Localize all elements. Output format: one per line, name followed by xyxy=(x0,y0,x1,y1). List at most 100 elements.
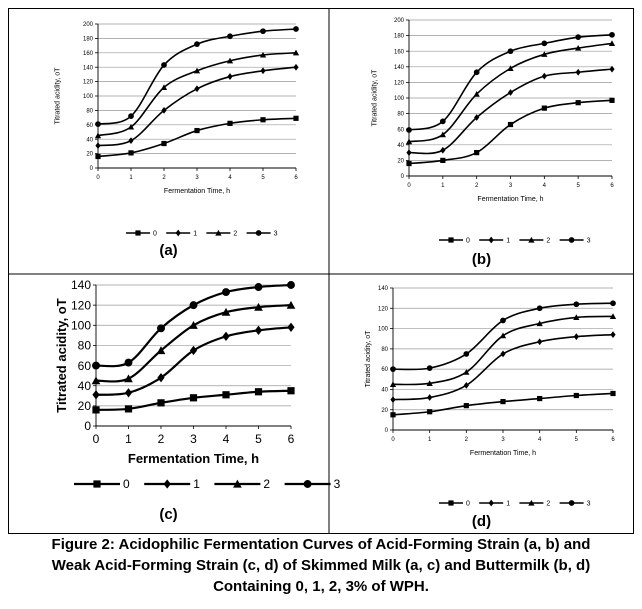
x-tick-label: 3 xyxy=(190,432,197,446)
legend-marker-3 xyxy=(568,500,575,506)
y-tick-label: 40 xyxy=(86,137,93,143)
legend-label-1: 1 xyxy=(193,477,200,491)
legend-label-0: 0 xyxy=(466,500,470,507)
legend-marker-3 xyxy=(255,230,262,236)
legend-label-0: 0 xyxy=(466,237,470,244)
legend-marker-2 xyxy=(528,236,535,243)
data-point-3 xyxy=(92,361,100,370)
legend-label-2: 2 xyxy=(263,477,270,491)
x-tick-label: 6 xyxy=(288,432,295,446)
legend-label-1: 1 xyxy=(506,500,510,507)
data-point-3 xyxy=(610,300,616,307)
x-tick-label: 0 xyxy=(407,183,411,189)
y-tick-label: 60 xyxy=(78,359,92,373)
y-tick-label: 120 xyxy=(83,80,94,86)
data-point-2 xyxy=(536,320,543,327)
data-point-0 xyxy=(194,127,200,134)
data-point-3 xyxy=(439,118,446,125)
data-point-0 xyxy=(254,388,263,396)
data-point-1 xyxy=(440,146,446,154)
panel-label: (a) xyxy=(159,242,177,259)
data-point-3 xyxy=(293,26,299,32)
data-point-3 xyxy=(463,351,470,357)
x-tick-label: 4 xyxy=(543,183,547,189)
x-tick-label: 3 xyxy=(509,183,513,189)
data-point-3 xyxy=(194,41,200,48)
legend-marker-2 xyxy=(233,479,242,488)
data-point-2 xyxy=(541,51,548,57)
data-point-1 xyxy=(507,89,514,96)
data-point-0 xyxy=(537,395,543,402)
y-tick-label: 140 xyxy=(378,286,389,292)
data-point-3 xyxy=(541,40,548,47)
y-tick-label: 20 xyxy=(381,408,388,414)
data-point-2 xyxy=(124,374,133,383)
x-tick-label: 5 xyxy=(255,432,262,446)
data-point-1 xyxy=(189,345,198,356)
y-tick-label: 120 xyxy=(378,306,389,312)
data-point-0 xyxy=(287,387,295,395)
data-point-1 xyxy=(537,338,543,346)
y-tick-label: 80 xyxy=(86,109,93,115)
data-point-2 xyxy=(389,381,397,387)
y-tick-label: 200 xyxy=(83,22,94,28)
data-point-0 xyxy=(124,405,133,413)
data-point-3 xyxy=(227,33,233,40)
data-point-2 xyxy=(91,376,101,385)
legend-marker-0 xyxy=(135,230,141,236)
legend-label-3: 3 xyxy=(274,230,278,237)
y-tick-label: 120 xyxy=(394,81,405,87)
data-point-0 xyxy=(440,157,446,163)
x-tick-label: 0 xyxy=(93,432,100,446)
data-point-2 xyxy=(193,67,201,74)
data-point-1 xyxy=(500,350,506,358)
data-point-3 xyxy=(500,317,506,324)
data-point-2 xyxy=(608,40,616,46)
data-point-1 xyxy=(124,388,133,398)
data-point-0 xyxy=(500,399,506,405)
data-point-0 xyxy=(92,406,100,414)
series-line-2 xyxy=(97,52,297,137)
legend-marker-3 xyxy=(568,237,575,243)
x-tick-label: 4 xyxy=(538,437,542,443)
data-point-3 xyxy=(222,288,230,297)
y-tick-label: 100 xyxy=(71,318,91,332)
data-point-1 xyxy=(610,331,616,339)
x-tick-label: 2 xyxy=(465,437,469,443)
data-point-1 xyxy=(254,325,263,336)
x-tick-label: 3 xyxy=(501,437,505,443)
y-tick-label: 0 xyxy=(84,419,91,433)
legend-marker-1 xyxy=(488,236,494,244)
data-point-1 xyxy=(260,67,266,75)
data-point-3 xyxy=(124,358,133,367)
y-tick-label: 20 xyxy=(397,159,404,165)
data-point-2 xyxy=(221,307,231,316)
legend-marker-0 xyxy=(93,480,101,488)
x-tick-label: 6 xyxy=(611,437,615,443)
data-point-2 xyxy=(499,332,507,339)
x-tick-label: 5 xyxy=(575,437,579,443)
legend-marker-2 xyxy=(215,229,222,236)
data-point-0 xyxy=(427,409,433,415)
data-point-3 xyxy=(161,62,167,68)
series-line-1 xyxy=(97,66,297,147)
data-point-0 xyxy=(128,150,134,156)
x-tick-label: 4 xyxy=(228,175,232,181)
legend-label-3: 3 xyxy=(587,500,591,507)
y-tick-label: 180 xyxy=(394,34,405,40)
y-tick-label: 100 xyxy=(394,96,405,102)
x-tick-label: 2 xyxy=(162,175,166,181)
legend-marker-0 xyxy=(448,500,454,506)
x-tick-label: 6 xyxy=(610,183,614,189)
y-tick-label: 140 xyxy=(83,65,94,71)
data-point-0 xyxy=(610,390,616,397)
x-tick-label: 2 xyxy=(475,183,479,189)
x-tick-label: 2 xyxy=(158,432,165,446)
y-tick-label: 20 xyxy=(86,152,93,158)
data-point-2 xyxy=(292,49,300,56)
data-point-2 xyxy=(575,44,582,51)
y-axis-label: Titrated acidity, oT xyxy=(372,69,379,127)
